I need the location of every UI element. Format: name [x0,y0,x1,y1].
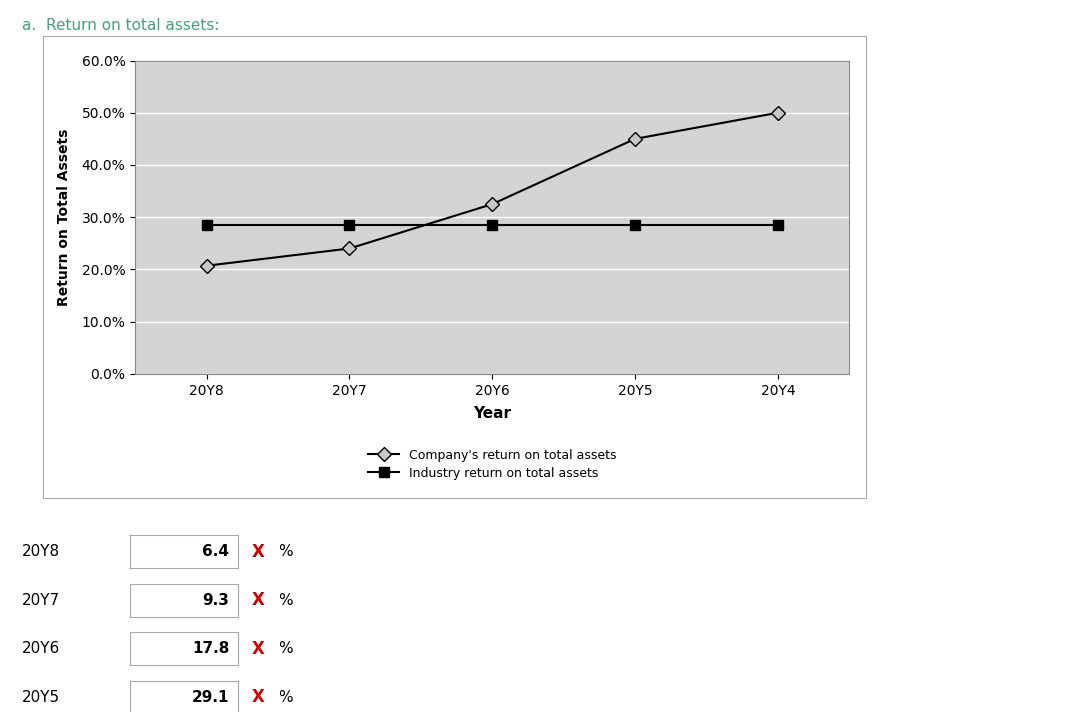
Text: %: % [278,689,293,705]
Text: %: % [278,592,293,608]
Text: X: X [252,543,265,561]
Text: 29.1: 29.1 [192,689,229,705]
Text: 20Y7: 20Y7 [22,592,60,608]
Text: 20Y6: 20Y6 [22,641,60,656]
Y-axis label: Return on Total Assets: Return on Total Assets [56,128,70,306]
X-axis label: Year: Year [473,406,512,421]
Text: 20Y5: 20Y5 [22,689,60,705]
Text: 9.3: 9.3 [202,592,229,608]
Text: 20Y8: 20Y8 [22,544,60,560]
Text: %: % [278,641,293,656]
Text: a.  Return on total assets:: a. Return on total assets: [22,18,220,33]
Text: X: X [252,688,265,706]
Text: %: % [278,544,293,560]
Text: X: X [252,591,265,609]
Text: X: X [252,639,265,658]
Text: 6.4: 6.4 [202,544,229,560]
Legend: Company's return on total assets, Industry return on total assets: Company's return on total assets, Indust… [368,449,617,480]
Text: 17.8: 17.8 [192,641,229,656]
